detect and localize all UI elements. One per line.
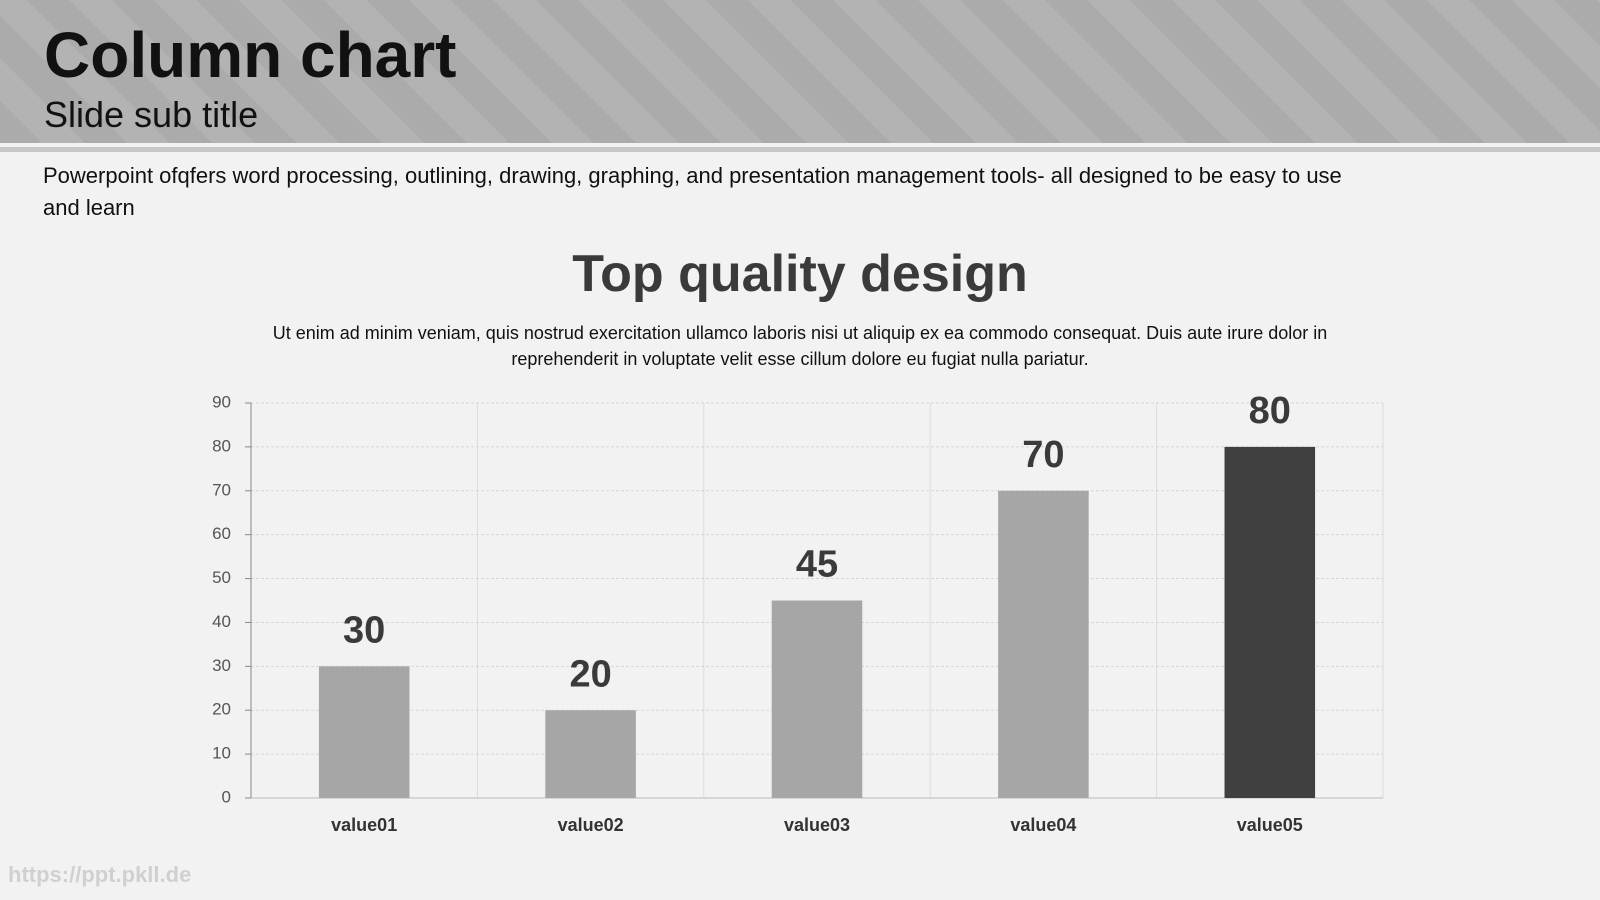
y-tick-label: 50 — [212, 568, 231, 587]
y-tick-label: 0 — [222, 787, 231, 806]
description: Powerpoint ofqfers word processing, outl… — [43, 163, 1342, 220]
slide-title: Column chart — [44, 19, 457, 91]
y-tick-label: 70 — [212, 480, 231, 499]
x-tick-label: value02 — [558, 815, 624, 835]
slide-subtitle: Slide sub title — [44, 94, 259, 135]
y-tick-label: 10 — [212, 744, 231, 763]
x-tick-label: value01 — [331, 815, 397, 835]
chart-subtitle: Ut enim ad minim veniam, quis nostrud ex… — [272, 323, 1328, 369]
value-label: 70 — [1022, 434, 1064, 476]
y-tick-label: 20 — [212, 700, 231, 719]
chart-title: Top quality design — [572, 245, 1028, 303]
value-label: 30 — [343, 609, 385, 651]
bar — [771, 600, 863, 798]
value-label: 80 — [1249, 390, 1291, 432]
bar — [545, 710, 636, 798]
y-tick-label: 60 — [212, 524, 231, 543]
y-tick-label: 40 — [212, 612, 231, 631]
x-tick-label: value05 — [1237, 815, 1303, 835]
x-tick-label: value04 — [1010, 815, 1076, 835]
value-label: 20 — [569, 653, 611, 695]
watermark: https://ppt.pkll.de — [8, 862, 192, 887]
value-label: 45 — [796, 544, 838, 586]
header-rule — [0, 147, 1600, 152]
x-tick-label: value03 — [784, 815, 850, 835]
y-tick-label: 30 — [212, 656, 231, 675]
bar — [998, 490, 1089, 798]
y-tick-label: 90 — [212, 392, 231, 411]
header-band — [0, 0, 1600, 143]
y-tick-label: 80 — [212, 436, 231, 455]
bar — [1224, 446, 1316, 798]
bar — [318, 666, 410, 798]
